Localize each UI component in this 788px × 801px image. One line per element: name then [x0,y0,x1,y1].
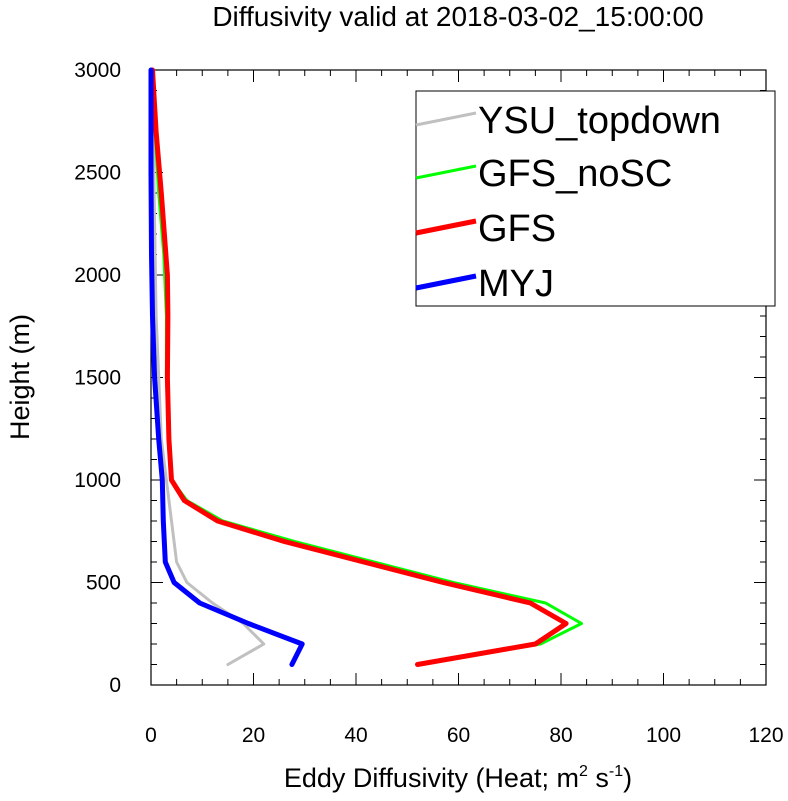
series-layer [148,67,583,667]
legend-items: YSU_topdown GFS_noSC GFS MYJ [415,100,721,305]
x-tick-label: 20 [242,724,265,747]
y-tick-label: 3000 [74,59,121,82]
x-tick-label: 40 [344,724,367,747]
y-tick-label: 2500 [74,162,121,185]
legend-label-gfs-nosc: GFS_noSC [478,153,672,195]
x-tick-label: 100 [646,724,681,747]
legend-swatch-gfs [415,218,477,236]
y-tick-label: 500 [86,572,121,595]
legend-swatch-gfs-nosc [415,164,477,180]
legend-label-gfs: GFS [478,208,556,250]
legend-swatch-myj [415,273,477,291]
legend-label-myj: MYJ [478,263,554,305]
x-tick-label: 60 [447,724,470,747]
y-tick-label: 1500 [74,367,121,390]
y-tick-label: 0 [109,674,121,697]
x-tick-label: 120 [748,724,783,747]
x-tick-label: 80 [549,724,572,747]
series-line-myj [148,67,305,667]
legend: YSU_topdown GFS_noSC GFS MYJ [415,90,776,307]
x-axis-label: Eddy Diffusivity (Heat; m2 s-1) [284,763,632,793]
axis-ticks: 0 20 40 60 80 100 120 0 500 1000 1500 2000 2500 3000 [74,59,783,747]
legend-swatch-ysu-topdown [415,111,477,127]
series-line-gfs [150,67,569,667]
chart-title: Diffusivity valid at 2018-03-02_15:00:00 [212,1,703,32]
y-tick-label: 2000 [74,264,121,287]
x-tick-label: 0 [145,724,157,747]
legend-box [415,90,776,307]
y-tick-label: 1000 [74,469,121,492]
y-axis-label: Height (m) [5,314,35,440]
legend-label-ysu-topdown: YSU_topdown [478,100,721,142]
